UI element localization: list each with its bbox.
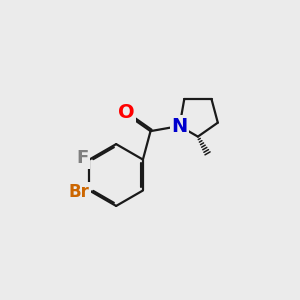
Text: Br: Br <box>69 183 89 201</box>
Text: N: N <box>171 116 188 136</box>
Text: F: F <box>77 149 89 167</box>
Text: O: O <box>118 103 135 122</box>
